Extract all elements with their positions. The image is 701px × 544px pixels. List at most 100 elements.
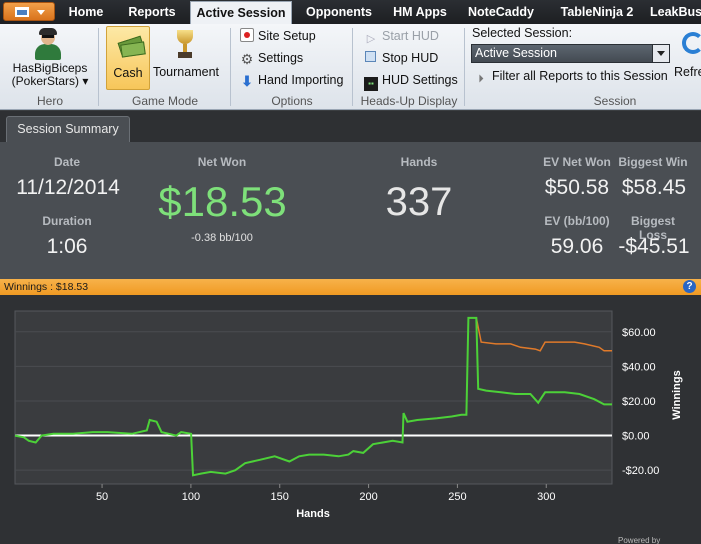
ribbon-separator: [230, 28, 231, 106]
cash-mode-button[interactable]: Cash: [106, 26, 150, 90]
y-axis-title: Winnings: [671, 370, 683, 419]
x-tick-label: 200: [359, 491, 377, 503]
ev-net-won-label: EV Net Won: [543, 155, 611, 169]
tab-notecaddy[interactable]: NoteCaddy: [468, 5, 534, 19]
y-tick-label: $20.00: [622, 396, 656, 408]
stop-hud-label: Stop HUD: [382, 51, 439, 65]
x-tick-label: 50: [96, 491, 108, 503]
session-select-value: Active Session: [475, 46, 557, 60]
ribbon-separator: [98, 28, 99, 106]
tournament-label: Tournament: [152, 65, 219, 79]
cash-icon: [117, 33, 146, 59]
date-label: Date: [53, 155, 80, 169]
ev-bb-value: 59.06: [550, 235, 604, 258]
net-won-label: Net Won: [197, 155, 247, 169]
ribbon-separator: [464, 28, 465, 106]
chevron-down-icon[interactable]: [652, 45, 669, 62]
x-tick-label: 150: [271, 491, 289, 503]
hand-importing-button[interactable]: ⬇ Hand Importing: [240, 71, 343, 89]
winnings-header-label: Winnings : $18.53: [4, 281, 89, 293]
x-tick-label: 300: [537, 491, 555, 503]
trophy-icon: [174, 30, 196, 60]
x-tick-label: 250: [448, 491, 466, 503]
hands-label: Hands: [400, 155, 438, 169]
hero-name-label: HasBigBiceps: [12, 61, 88, 75]
hero-group-label: Hero: [36, 94, 63, 108]
winnings-line: [14, 316, 612, 477]
x-axis-title: Hands: [296, 508, 330, 520]
biggest-win-label: Biggest Win: [618, 155, 688, 169]
site-setup-label: Site Setup: [258, 29, 316, 43]
gear-icon: ⚙: [240, 51, 254, 67]
stop-hud-button[interactable]: Stop HUD: [364, 49, 438, 67]
play-icon: ▷: [366, 33, 376, 45]
session-select[interactable]: Active Session: [471, 44, 670, 63]
winnings-header-bar: Winnings : $18.53 ?: [0, 279, 701, 295]
settings-button[interactable]: ⚙ Settings: [240, 49, 303, 67]
refresh-label: Refresh: [674, 65, 701, 79]
hero-site-label: (PokerStars) ▾: [11, 74, 89, 88]
site-setup-icon: [240, 28, 254, 42]
tab-hm-apps[interactable]: HM Apps: [393, 5, 447, 19]
ribbon: HasBigBiceps (PokerStars) ▾ Hero Cash To…: [0, 24, 701, 110]
hero-name: HasBigBiceps (PokerStars) ▾: [8, 62, 92, 88]
tab-active-session[interactable]: Active Session: [190, 1, 292, 24]
biggest-win-value: $58.45: [621, 176, 687, 199]
refresh-icon: [682, 32, 701, 54]
ribbon-tab-bar: Home Reports Active Session Opponents HM…: [0, 0, 701, 24]
session-summary-panel: Date 11/12/2014 Duration 1:06 Net Won $1…: [0, 142, 701, 279]
hud-group-label: Heads-Up Display: [360, 94, 458, 108]
winnings-chart-svg: $60.00 $40.00 $20.00 $0.00 -$20.00 50 100 150 2…: [14, 310, 683, 544]
biggest-loss-value: -$45.51: [618, 235, 690, 258]
tab-opponents[interactable]: Opponents: [306, 5, 372, 19]
application-menu-button[interactable]: [3, 2, 55, 21]
ribbon-separator: [352, 28, 353, 106]
biggest-loss-label: Biggest Loss: [630, 214, 675, 242]
tab-tableninja[interactable]: TableNinja 2: [560, 5, 634, 19]
ev-bb-label: EV (bb/100): [544, 214, 610, 228]
plot-area: [14, 310, 613, 485]
site-setup-button[interactable]: Site Setup: [240, 27, 316, 45]
game-mode-group-label: Game Mode: [131, 94, 199, 108]
tab-session-summary[interactable]: Session Summary: [6, 116, 130, 143]
stop-icon: [364, 50, 378, 64]
hand-importing-label: Hand Importing: [258, 73, 344, 87]
tournament-mode-button[interactable]: Tournament: [152, 26, 220, 90]
hud-settings-label: HUD Settings: [382, 73, 458, 87]
x-tick-label: 100: [182, 491, 200, 503]
date-value: 11/12/2014: [16, 176, 120, 199]
settings-label: Settings: [258, 51, 304, 65]
selected-session-label: Selected Session:: [472, 26, 573, 40]
tab-reports[interactable]: Reports: [128, 5, 176, 19]
ev-net-won-value: $50.58: [544, 176, 610, 199]
filter-icon: ⏵: [478, 73, 484, 85]
cash-label: Cash: [113, 66, 143, 80]
net-won-value: $18.53: [158, 178, 287, 225]
winnings-chart: $60.00 $40.00 $20.00 $0.00 -$20.00 50 100 150 2…: [0, 295, 701, 544]
ev-winnings-line: [468, 317, 612, 352]
y-tick-label: -$20.00: [622, 465, 659, 477]
summary-tab-bar: Session Summary: [0, 111, 701, 143]
hero-avatar-icon: [33, 28, 63, 60]
hands-value: 337: [385, 180, 453, 224]
powered-by-label: Powered by: [618, 536, 660, 544]
start-hud-label: Start HUD: [382, 29, 439, 43]
session-group-label: Session: [593, 94, 637, 108]
download-arrow-icon: ⬇: [241, 73, 253, 89]
filter-reports-button[interactable]: ⏵ Filter all Reports to this Session: [474, 67, 668, 85]
hud-settings-button[interactable]: ▪▪ HUD Settings: [364, 71, 458, 91]
tab-home[interactable]: Home: [68, 5, 104, 19]
refresh-button[interactable]: Refresh: [674, 28, 701, 88]
filter-reports-label: Filter all Reports to this Session: [492, 69, 668, 83]
tab-leakbuster[interactable]: LeakBuster: [650, 5, 701, 19]
start-hud-button[interactable]: ▷ Start HUD: [364, 27, 439, 45]
options-group-label: Options: [271, 94, 313, 108]
duration-label: Duration: [42, 214, 92, 228]
y-tick-label: $40.00: [622, 361, 656, 373]
hud-settings-icon: ▪▪: [364, 77, 378, 91]
y-tick-label: $0.00: [622, 431, 650, 443]
chevron-down-icon: [37, 10, 45, 15]
duration-value: 1:06: [46, 235, 88, 258]
help-icon[interactable]: ?: [683, 280, 696, 293]
y-tick-label: $60.00: [622, 327, 656, 339]
